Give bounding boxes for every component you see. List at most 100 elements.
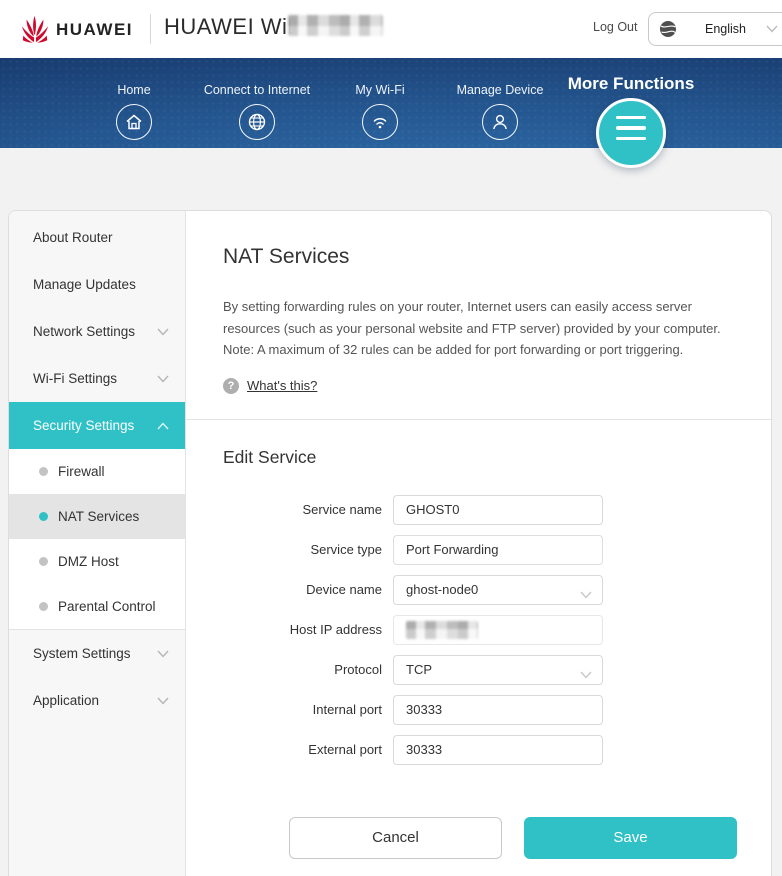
sidebar-item-network-settings[interactable]: Network Settings [9, 308, 185, 355]
globe-icon [239, 104, 275, 140]
edit-service-heading: Edit Service [223, 446, 317, 467]
bullet-icon [39, 602, 48, 611]
sidebar-item-system-settings[interactable]: System Settings [9, 630, 185, 677]
sidebar-sublabel: Firewall [58, 464, 105, 479]
sidebar-item-about-router[interactable]: About Router [9, 214, 185, 261]
nat-services-content: NAT Services By setting forwarding rules… [186, 211, 771, 876]
whats-this-row: ? What's this? [223, 377, 771, 394]
save-button[interactable]: Save [524, 816, 737, 859]
redacted-model-name [288, 15, 383, 36]
sidebar-item-wifi-settings[interactable]: Wi-Fi Settings [9, 355, 185, 402]
sidebar-label: Network Settings [33, 324, 136, 339]
security-submenu: Firewall NAT Services DMZ Host Parental … [9, 449, 185, 630]
form-row-service-type: Service type Port Forwarding [223, 534, 771, 565]
sidebar-item-manage-updates[interactable]: Manage Updates [9, 261, 185, 308]
product-title: HUAWEI WiFi [164, 14, 307, 39]
more-functions-label: More Functions [567, 74, 695, 93]
host-ip-field [393, 614, 603, 645]
internal-port-label: Internal port [312, 702, 382, 717]
language-globe-icon [660, 21, 676, 37]
form-row-protocol: Protocol TCP [223, 654, 771, 685]
sidebar-label: Manage Updates [33, 277, 136, 292]
sidebar-label: Application [33, 693, 100, 708]
home-icon [116, 104, 152, 140]
sidebar-item-security-settings[interactable]: Security Settings [9, 402, 185, 449]
form-row-internal-port: Internal port 30333 [223, 694, 771, 725]
nav-manage-label: Manage Device [456, 83, 544, 97]
nav-item-manage-device[interactable]: Manage Device [435, 58, 565, 148]
sidebar-subitem-nat-services[interactable]: NAT Services [9, 494, 185, 539]
sidebar-label: System Settings [33, 646, 131, 661]
device-name-value: ghost-node0 [406, 582, 479, 597]
service-type-label: Service type [310, 542, 382, 557]
bullet-icon [39, 467, 48, 476]
form-row-host-ip: Host IP address [223, 614, 771, 645]
hamburger-bar [616, 116, 646, 120]
protocol-label: Protocol [334, 662, 382, 677]
nav-home-label: Home [117, 83, 151, 97]
sidebar-label: About Router [33, 230, 113, 245]
hamburger-icon[interactable] [596, 98, 666, 168]
sidebar-sublabel: DMZ Host [58, 554, 119, 569]
chevron-up-icon [157, 421, 169, 430]
nav-mywifi-label: My Wi-Fi [355, 83, 405, 97]
sidebar-sublabel: NAT Services [58, 509, 140, 524]
chevron-down-icon [580, 587, 592, 602]
language-chevron-down-icon [766, 25, 778, 33]
host-ip-label: Host IP address [289, 622, 382, 637]
nav-connect-label: Connect to Internet [203, 83, 311, 97]
settings-panel: About Router Manage Updates Network Sett… [8, 210, 772, 876]
hamburger-bar [616, 126, 646, 130]
hamburger-bar [616, 136, 646, 141]
protocol-value: TCP [406, 662, 432, 677]
external-port-input[interactable]: 30333 [393, 734, 603, 765]
header-divider [150, 14, 151, 44]
bullet-icon [39, 557, 48, 566]
service-name-input[interactable]: GHOST0 [393, 494, 603, 525]
help-icon: ? [223, 377, 239, 394]
language-value: English [705, 22, 746, 36]
section-divider [186, 418, 771, 420]
sidebar-subitem-firewall[interactable]: Firewall [9, 449, 185, 494]
form-row-external-port: External port 30333 [223, 734, 771, 765]
wifi-icon [362, 104, 398, 140]
page-description: By setting forwarding rules on your rout… [223, 299, 721, 357]
sidebar-item-application[interactable]: Application [9, 677, 185, 724]
edit-service-form: Service name GHOST0 Service type Port Fo… [223, 494, 771, 765]
primary-nav: Home Connect to Internet My Wi-Fi Manage… [0, 58, 782, 168]
sidebar-label: Wi-Fi Settings [33, 371, 118, 386]
language-select[interactable]: English [648, 12, 782, 46]
internal-port-input[interactable]: 30333 [393, 694, 603, 725]
external-port-label: External port [308, 742, 382, 757]
redacted-host-ip [406, 620, 478, 639]
protocol-select[interactable]: TCP [393, 654, 603, 685]
whats-this-link[interactable]: What's this? [247, 378, 318, 393]
form-buttons: Cancel Save [223, 816, 771, 859]
nav-item-more-functions[interactable]: More Functions [546, 58, 716, 168]
brand-text: HUAWEI [56, 20, 133, 39]
chevron-down-icon [580, 667, 592, 682]
page-title: NAT Services [223, 245, 350, 268]
device-name-label: Device name [306, 582, 382, 597]
bullet-icon [39, 512, 48, 521]
form-row-service-name: Service name GHOST0 [223, 494, 771, 525]
service-type-field: Port Forwarding [393, 534, 603, 565]
chevron-down-icon [157, 650, 169, 658]
nav-item-connect-to-internet[interactable]: Connect to Internet [192, 58, 322, 148]
settings-sidebar: About Router Manage Updates Network Sett… [9, 211, 186, 876]
cancel-button[interactable]: Cancel [289, 816, 502, 859]
huawei-logo-icon [21, 15, 49, 43]
device-name-select[interactable]: ghost-node0 [393, 574, 603, 605]
sidebar-subitem-dmz-host[interactable]: DMZ Host [9, 539, 185, 584]
user-icon [482, 104, 518, 140]
sidebar-sublabel: Parental Control [58, 599, 156, 614]
service-name-label: Service name [302, 502, 382, 517]
nav-item-home[interactable]: Home [69, 58, 199, 148]
chevron-down-icon [157, 697, 169, 705]
form-row-device-name: Device name ghost-node0 [223, 574, 771, 605]
nav-item-my-wifi[interactable]: My Wi-Fi [315, 58, 445, 148]
logout-link[interactable]: Log Out [593, 20, 638, 34]
chevron-down-icon [157, 375, 169, 383]
app-header: HUAWEI HUAWEI WiFi Log Out English [0, 0, 782, 58]
sidebar-subitem-parental-control[interactable]: Parental Control [9, 584, 185, 629]
